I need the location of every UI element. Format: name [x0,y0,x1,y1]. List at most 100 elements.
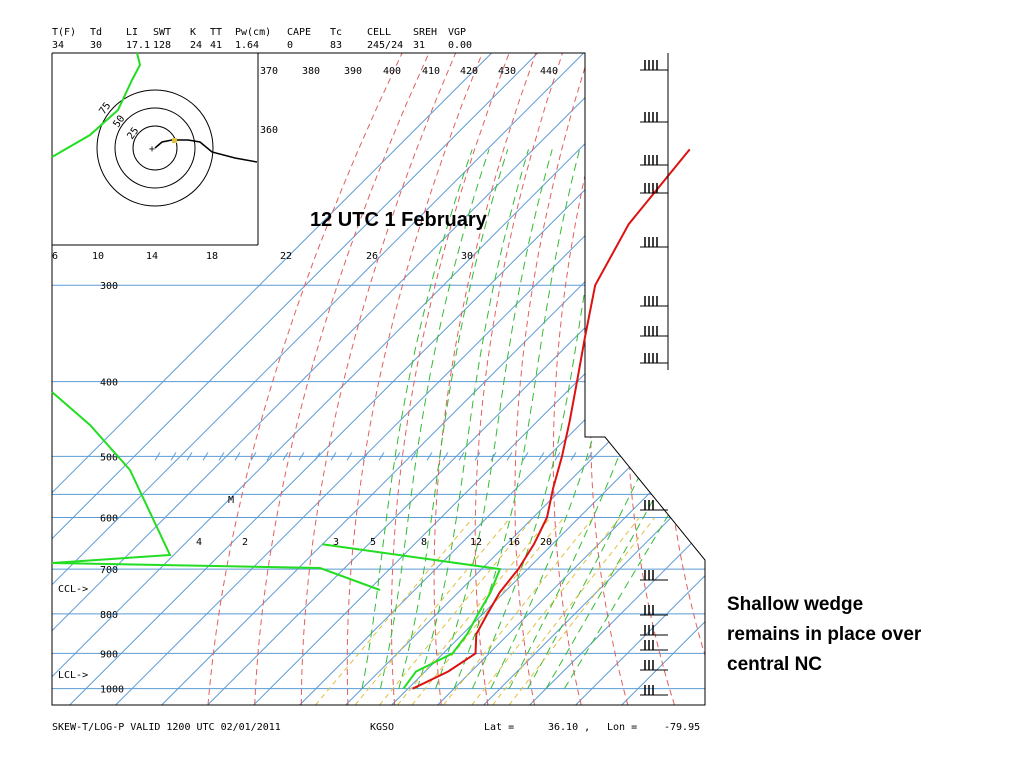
theta-e-label-0: 6 [52,251,58,262]
dewpoint-profile [322,543,502,690]
footer-lon-value: -79.95 [664,722,700,733]
header-value-4: 24 [190,40,202,51]
isotherm--100 [52,53,585,705]
header-value-7: 0 [287,40,293,51]
hodograph-label-75: 75 [97,101,113,117]
header-value-10: 31 [413,40,425,51]
header-label-9: CELL [367,27,391,38]
theta-label-4: 410 [422,66,440,77]
dry-adiabat-460 [1017,53,1024,705]
wind-barb [640,326,668,337]
isotherm--10 [345,53,705,705]
isobar-500-tick [378,452,385,461]
header-value-11: 0.00 [448,40,472,51]
wind-barb [640,570,668,581]
hodograph-ring-75 [96,89,214,207]
isobar-500-tick [154,452,161,461]
theta-e-label-6: 30 [461,251,473,262]
isotherm--50 [161,53,705,705]
dry-adiabat-240 [254,53,430,705]
isobar-500-tick [458,452,465,461]
wind-barb [640,500,668,511]
theta-label-3: 400 [383,66,401,77]
isobar-500-tick [426,452,433,461]
isobar-500-tick [394,452,401,461]
isobar-500-tick [330,452,337,461]
isobar-500-tick [266,452,273,461]
wind-barb [640,112,668,123]
hodograph-trace [154,139,258,163]
isobar-500-tick [250,452,257,461]
dry-adiabat-400 [852,53,1001,705]
header-label-11: VGP [448,27,466,38]
isobar-500-tick [218,452,225,461]
isobar-500-tick [234,452,241,461]
header-label-6: Pw(cm) [235,27,271,38]
isobar-label-500: 500 [100,452,118,463]
hodograph-label-50: 50 [111,114,127,130]
theta-label-5: 420 [460,66,478,77]
note-line-3: central NC [727,654,822,675]
temperature-profile [412,148,691,690]
header-value-8: 83 [330,40,342,51]
dry-adiabat-450 [990,53,1024,705]
theta-label-2: 390 [344,66,362,77]
mixing-ratio-label-2: 3 [333,537,339,548]
header-label-10: SREH [413,27,437,38]
isobar-label-800: 800 [100,610,118,621]
dry-adiabat-300 [514,53,590,705]
theta-e-label-2: 14 [146,251,158,262]
isobar-500-tick [202,452,209,461]
mixing-ratio-1 [315,517,474,705]
lcl-label: LCL-> [58,670,88,681]
mixing-ratio-20 [508,517,656,705]
hodograph-storm-marker: + [149,144,155,155]
isotherm-label-5: 30 [689,516,705,532]
header-label-8: Tc [330,27,342,38]
isotherm-label-0: -30 [594,99,614,120]
moist-adiabat-6 [435,149,553,689]
isobar-500-tick [506,452,513,461]
mixing-ratio-3 [379,517,534,705]
mixing-ratio-16 [492,517,640,705]
hodograph-inset: 75 50 25 + [51,52,258,207]
isobar-500-tick [570,452,577,461]
dry-adiabat-430 [937,53,1024,705]
note-line-1: Shallow wedge [727,594,863,615]
header-value-3: 128 [153,40,171,51]
wind-barb [640,625,668,636]
isobar-500-tick [170,452,177,461]
wind-barb [640,605,668,616]
footer-lat-value: 36.10 , [548,722,590,733]
wind-barb [640,660,668,671]
hodograph-green-line [51,52,142,158]
mixing-ratio-label-3: 5 [370,537,376,548]
isobar-500-tick [442,452,449,461]
mixing-ratio-8 [443,517,594,705]
isobar-label-700: 700 [100,565,118,576]
isobar-label-400: 400 [100,378,118,389]
theta-label-6: 430 [498,66,516,77]
wind-barb [640,155,668,166]
isotherm-0 [391,53,705,705]
dry-adiabat-290 [474,53,563,705]
mixing-ratio-12 [471,517,621,705]
dry-adiabat-310 [552,53,617,705]
isobar-500-tick [362,452,369,461]
header-value-1: 30 [90,40,102,51]
theta-label-0: 370 [260,66,278,77]
isobar-500-tick [346,452,353,461]
header-value-9: 245/24 [367,40,403,51]
mixing-ratio-label-1: 2 [242,537,248,548]
header-label-7: CAPE [287,27,311,38]
isobar-500-tick [314,452,321,461]
dry-adiabat-410 [881,53,1024,705]
mixing-ratio-2 [354,517,511,705]
dry-adiabat-250 [300,53,457,705]
theta-e-label-4: 22 [280,251,292,262]
isotherm-label-1: -20 [594,181,614,202]
isobar-500-tick [490,452,497,461]
mixing-ratio-label-5: 12 [470,537,482,548]
hodograph-ring-50 [114,107,196,189]
